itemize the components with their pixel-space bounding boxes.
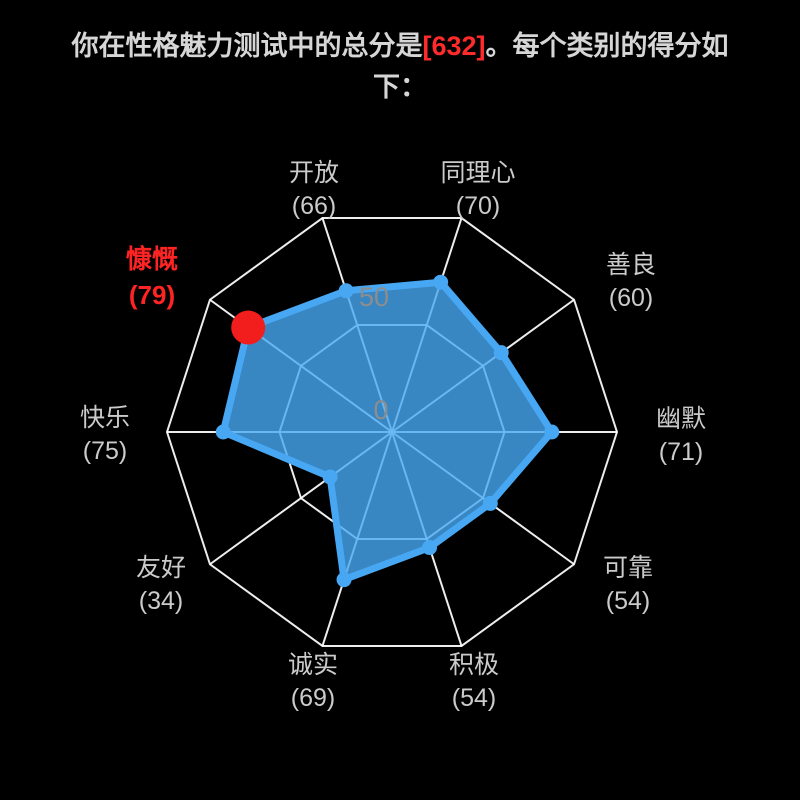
axis-label-name: 诚实 (287, 651, 339, 679)
axis-label-1: 同理心 (70) (440, 157, 515, 223)
data-point-8 (215, 424, 231, 440)
axis-label-name: 善良 (605, 251, 657, 279)
highlight-point (231, 310, 266, 345)
axis-label-name: 开放 (288, 159, 340, 187)
tick-label-50: 50 (359, 282, 389, 312)
axis-label-name: 积极 (448, 651, 500, 679)
title-suffix: 。每个类别的得分如下： (373, 31, 729, 102)
axis-label-9: 慷慨 (79) (126, 241, 178, 313)
axis-label-name: 慷慨 (125, 244, 179, 274)
axis-label-score: (34) (138, 587, 184, 615)
total-score: [632] (422, 31, 486, 61)
title-prefix: 你在性格魅力测试中的总分是 (71, 31, 423, 61)
data-point-6 (336, 572, 352, 588)
axis-label-score: (66) (291, 192, 337, 220)
axis-label-5: 积极 (54) (449, 649, 499, 715)
axis-label-score: (75) (82, 437, 128, 465)
axis-label-3: 幽默 (71) (656, 403, 706, 469)
data-point-1 (433, 274, 449, 290)
tick-label-0: 0 (373, 395, 388, 425)
axis-label-name: 快乐 (79, 404, 131, 432)
axis-label-score: (71) (658, 438, 704, 466)
axis-label-score: (60) (608, 284, 654, 312)
axis-label-0: 开放 (66) (289, 157, 339, 223)
axis-label-name: 幽默 (655, 405, 707, 433)
axis-label-score: (70) (455, 192, 501, 220)
axis-label-2: 善良 (60) (606, 249, 656, 315)
axis-label-score: (69) (290, 684, 336, 712)
page-title: 你在性格魅力测试中的总分是[632]。每个类别的得分如下： (64, 26, 736, 108)
axis-label-6: 诚实 (69) (288, 649, 338, 715)
axis-label-name: 友好 (135, 554, 187, 582)
score-polygon (219, 278, 556, 584)
axis-label-name: 可靠 (602, 554, 654, 582)
axis-label-7: 友好 (34) (136, 552, 186, 618)
data-point-0 (338, 283, 354, 299)
axis-label-score: (54) (451, 684, 497, 712)
axis-label-4: 可靠 (54) (603, 552, 653, 618)
data-point-4 (482, 495, 498, 511)
data-point-5 (422, 540, 438, 556)
data-point-2 (493, 345, 509, 361)
axis-label-score: (79) (128, 280, 176, 310)
data-point-3 (544, 424, 560, 440)
axis-label-name: 同理心 (440, 159, 516, 187)
data-point-7 (322, 469, 338, 485)
axis-label-score: (54) (605, 587, 651, 615)
axis-label-8: 快乐 (75) (80, 402, 130, 468)
